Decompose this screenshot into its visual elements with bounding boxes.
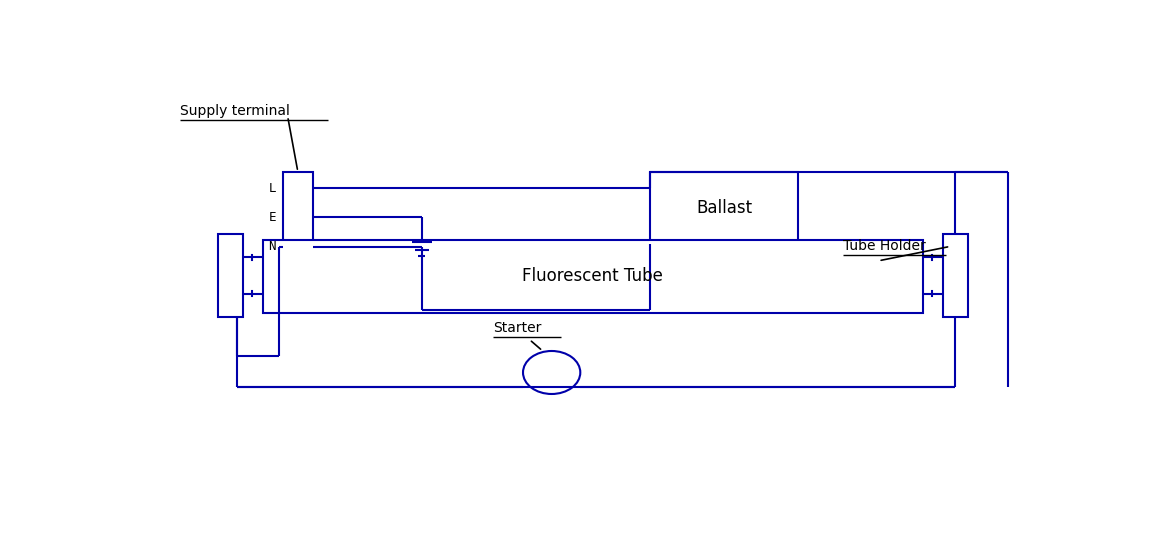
Text: Fluorescent Tube: Fluorescent Tube <box>522 267 663 285</box>
Text: Ballast: Ballast <box>696 199 752 217</box>
Bar <box>942 234 968 317</box>
Bar <box>262 240 923 313</box>
Text: Starter: Starter <box>493 321 542 335</box>
Text: N: N <box>268 240 276 253</box>
Text: Supply terminal: Supply terminal <box>180 104 290 118</box>
Bar <box>650 172 798 244</box>
Bar <box>283 172 313 263</box>
Bar <box>218 234 243 317</box>
Text: E: E <box>268 211 276 224</box>
Text: L: L <box>268 182 276 195</box>
Ellipse shape <box>523 351 580 394</box>
Text: Tube Holder: Tube Holder <box>843 238 925 252</box>
